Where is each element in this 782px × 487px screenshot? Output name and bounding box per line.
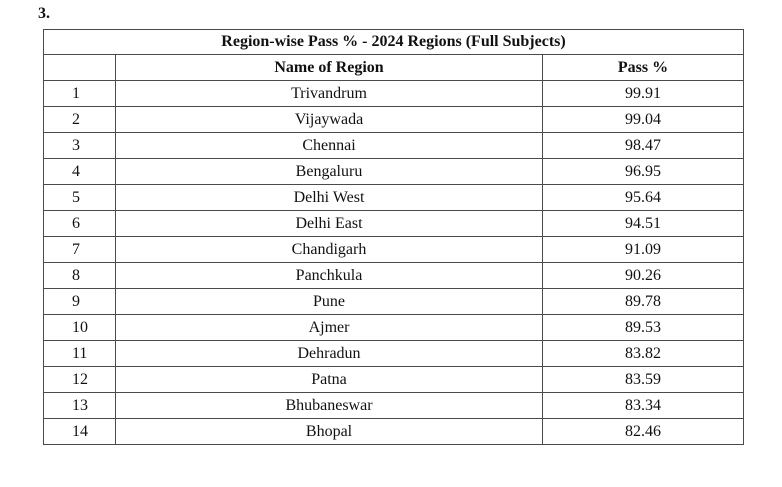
serial-cell: 6 xyxy=(43,210,116,237)
region-header: Name of Region xyxy=(115,54,543,81)
serial-cell: 3 xyxy=(43,132,116,159)
serial-cell: 4 xyxy=(43,158,116,185)
table-row: 2 Vijaywada 99.04 xyxy=(43,106,745,133)
region-name-cell: Pune xyxy=(115,288,543,315)
region-name-cell: Bhubaneswar xyxy=(115,392,543,419)
pass-percent-cell: 83.59 xyxy=(541,366,745,393)
region-pass-table: Region-wise Pass % - 2024 Regions (Full … xyxy=(42,29,745,445)
serial-cell: 10 xyxy=(43,314,116,341)
table-row: 11 Dehradun 83.82 xyxy=(43,340,745,367)
region-name-cell: Trivandrum xyxy=(115,80,543,107)
serial-cell: 13 xyxy=(43,392,116,419)
pass-header: Pass % xyxy=(541,54,745,81)
pass-percent-cell: 83.34 xyxy=(541,392,745,419)
table-row: 13 Bhubaneswar 83.34 xyxy=(43,392,745,419)
region-name-cell: Panchkula xyxy=(115,262,543,289)
region-name-cell: Ajmer xyxy=(115,314,543,341)
region-name-cell: Patna xyxy=(115,366,543,393)
table-row: 7 Chandigarh 91.09 xyxy=(43,236,745,263)
table-row: 5 Delhi West 95.64 xyxy=(43,184,745,211)
table-row: 8 Panchkula 90.26 xyxy=(43,262,745,289)
table-row: 6 Delhi East 94.51 xyxy=(43,210,745,237)
table-row: 9 Pune 89.78 xyxy=(43,288,745,315)
serial-cell: 7 xyxy=(43,236,116,263)
table-header-row: Name of Region Pass % xyxy=(43,54,745,81)
region-name-cell: Dehradun xyxy=(115,340,543,367)
pass-percent-cell: 91.09 xyxy=(541,236,745,263)
section-number: 3. xyxy=(38,5,50,22)
pass-percent-cell: 90.26 xyxy=(541,262,745,289)
pass-percent-cell: 89.53 xyxy=(541,314,745,341)
pass-percent-cell: 98.47 xyxy=(541,132,745,159)
pass-percent-cell: 96.95 xyxy=(541,158,745,185)
table-row: 3 Chennai 98.47 xyxy=(43,132,745,159)
region-name-cell: Chandigarh xyxy=(115,236,543,263)
region-name-cell: Delhi West xyxy=(115,184,543,211)
pass-percent-cell: 83.82 xyxy=(541,340,745,367)
serial-cell: 2 xyxy=(43,106,116,133)
table-row: 12 Patna 83.59 xyxy=(43,366,745,393)
region-name-cell: Delhi East xyxy=(115,210,543,237)
table-row: 14 Bhopal 82.46 xyxy=(43,418,745,445)
pass-percent-cell: 94.51 xyxy=(541,210,745,237)
serial-cell: 5 xyxy=(43,184,116,211)
table-title-row: Region-wise Pass % - 2024 Regions (Full … xyxy=(42,29,745,55)
table-title: Region-wise Pass % - 2024 Regions (Full … xyxy=(42,29,745,55)
serial-cell: 14 xyxy=(43,418,116,445)
serial-cell: 9 xyxy=(43,288,116,315)
pass-percent-cell: 89.78 xyxy=(541,288,745,315)
serial-cell: 8 xyxy=(43,262,116,289)
table-row: 10 Ajmer 89.53 xyxy=(43,314,745,341)
table-row: 4 Bengaluru 96.95 xyxy=(43,158,745,185)
region-name-cell: Bengaluru xyxy=(115,158,543,185)
table-row: 1 Trivandrum 99.91 xyxy=(43,80,745,107)
region-name-cell: Chennai xyxy=(115,132,543,159)
pass-percent-cell: 99.04 xyxy=(541,106,745,133)
serial-header xyxy=(43,54,116,81)
region-name-cell: Bhopal xyxy=(115,418,543,445)
region-name-cell: Vijaywada xyxy=(115,106,543,133)
serial-cell: 1 xyxy=(43,80,116,107)
table-body: 1 Trivandrum 99.91 2 Vijaywada 99.04 3 Chennai 9… xyxy=(43,80,745,445)
pass-percent-cell: 82.46 xyxy=(541,418,745,445)
serial-cell: 12 xyxy=(43,366,116,393)
pass-percent-cell: 95.64 xyxy=(541,184,745,211)
pass-percent-cell: 99.91 xyxy=(541,80,745,107)
serial-cell: 11 xyxy=(43,340,116,367)
